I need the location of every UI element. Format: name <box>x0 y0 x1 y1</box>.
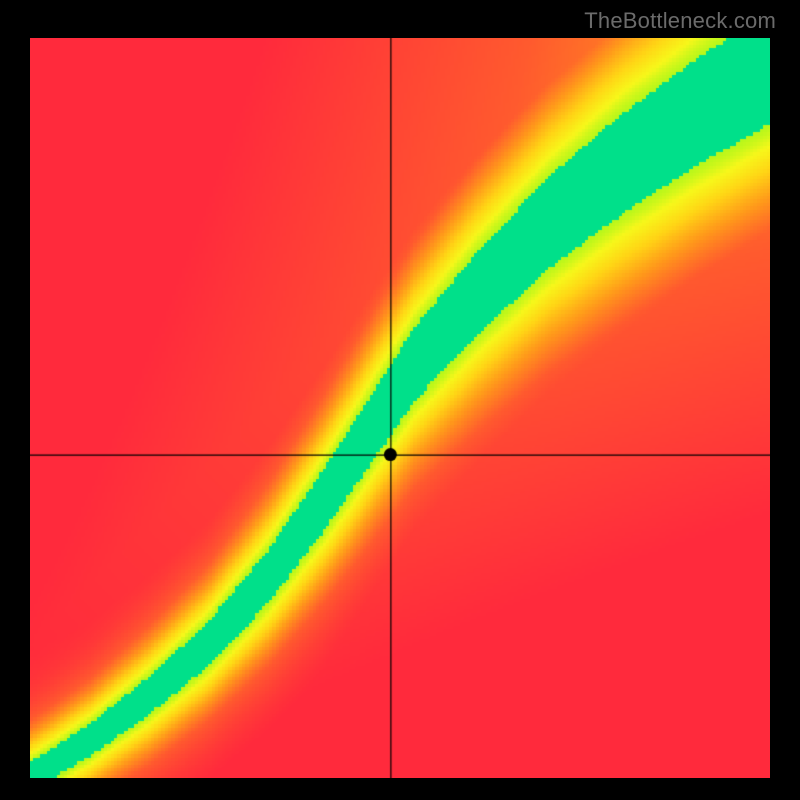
bottleneck-heatmap <box>30 38 770 778</box>
watermark-text: TheBottleneck.com <box>584 8 776 34</box>
chart-container: TheBottleneck.com <box>0 0 800 800</box>
